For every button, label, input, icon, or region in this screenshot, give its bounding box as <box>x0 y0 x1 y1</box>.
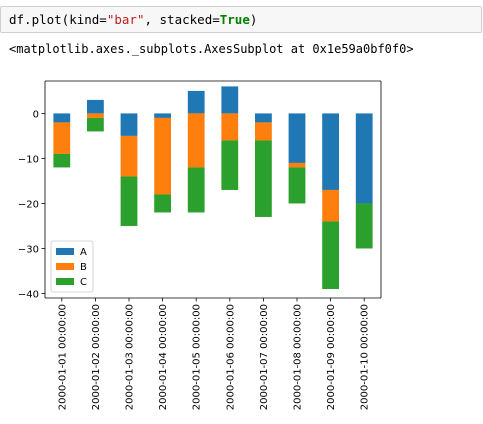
bar-a-4 <box>154 113 171 118</box>
bar-b-5 <box>187 113 205 168</box>
bar-b-4 <box>154 117 171 195</box>
bar-a-10 <box>355 113 373 204</box>
bar-c-4 <box>154 194 171 213</box>
bar-a-5 <box>187 90 205 114</box>
code-text: , stacked= <box>144 12 220 27</box>
bar-c-2 <box>87 117 104 132</box>
x-tick-label: 2000-01-08 00:00:00 <box>293 304 304 410</box>
bar-a-7 <box>255 113 272 123</box>
bar-c-7 <box>255 140 272 217</box>
bar-c-6 <box>221 140 239 190</box>
legend-swatch-c <box>56 278 74 285</box>
bar-b-2 <box>87 113 104 118</box>
bar-b-1 <box>53 122 71 154</box>
legend-label-c: C <box>80 277 87 288</box>
code-string-literal: "bar" <box>106 12 145 27</box>
bar-c-3 <box>120 176 138 226</box>
x-tick-label: 2000-01-09 00:00:00 <box>326 304 337 410</box>
x-tick-label: 2000-01-04 00:00:00 <box>158 304 169 410</box>
legend-swatch-b <box>56 263 74 270</box>
code-text: df.plot(kind= <box>9 12 107 27</box>
x-tick-label: 2000-01-05 00:00:00 <box>192 304 203 410</box>
bar-a-6 <box>221 86 239 114</box>
legend-label-a: A <box>80 247 87 258</box>
y-tick-label: 0 <box>33 109 39 120</box>
x-tick-label: 2000-01-06 00:00:00 <box>225 304 236 410</box>
y-tick-label: −30 <box>18 244 39 255</box>
code-cell[interactable]: df.plot(kind="bar", stacked=True) <box>0 6 482 33</box>
bar-b-3 <box>120 135 138 177</box>
y-tick-label: −10 <box>18 154 39 165</box>
legend-swatch-a <box>56 248 74 255</box>
code-text: ) <box>249 12 258 27</box>
bar-b-6 <box>221 113 239 141</box>
bar-a-8 <box>288 113 306 163</box>
bar-c-10 <box>355 203 373 249</box>
bar-b-9 <box>322 189 339 222</box>
x-tick-label: 2000-01-10 00:00:00 <box>360 304 371 410</box>
x-tick-label: 2000-01-02 00:00:00 <box>91 304 102 410</box>
output-repr: <matplotlib.axes._subplots.AxesSubplot a… <box>9 42 414 56</box>
bar-a-9 <box>322 113 339 190</box>
bar-c-1 <box>53 153 71 168</box>
x-tick-label: 2000-01-07 00:00:00 <box>259 304 270 410</box>
bar-c-5 <box>187 167 205 213</box>
bar-a-2 <box>87 99 104 114</box>
legend-label-b: B <box>80 262 87 273</box>
bar-c-9 <box>322 221 339 289</box>
bar-c-8 <box>288 167 306 204</box>
y-tick-label: −20 <box>18 199 39 210</box>
x-tick-label: 2000-01-01 00:00:00 <box>57 304 68 410</box>
bar-b-7 <box>255 122 272 141</box>
bar-b-8 <box>288 162 306 168</box>
bar-a-1 <box>53 113 71 123</box>
code-keyword: True <box>219 12 250 27</box>
bar-a-3 <box>120 113 138 136</box>
x-tick-label: 2000-01-03 00:00:00 <box>125 304 136 410</box>
y-tick-label: −40 <box>18 289 39 300</box>
